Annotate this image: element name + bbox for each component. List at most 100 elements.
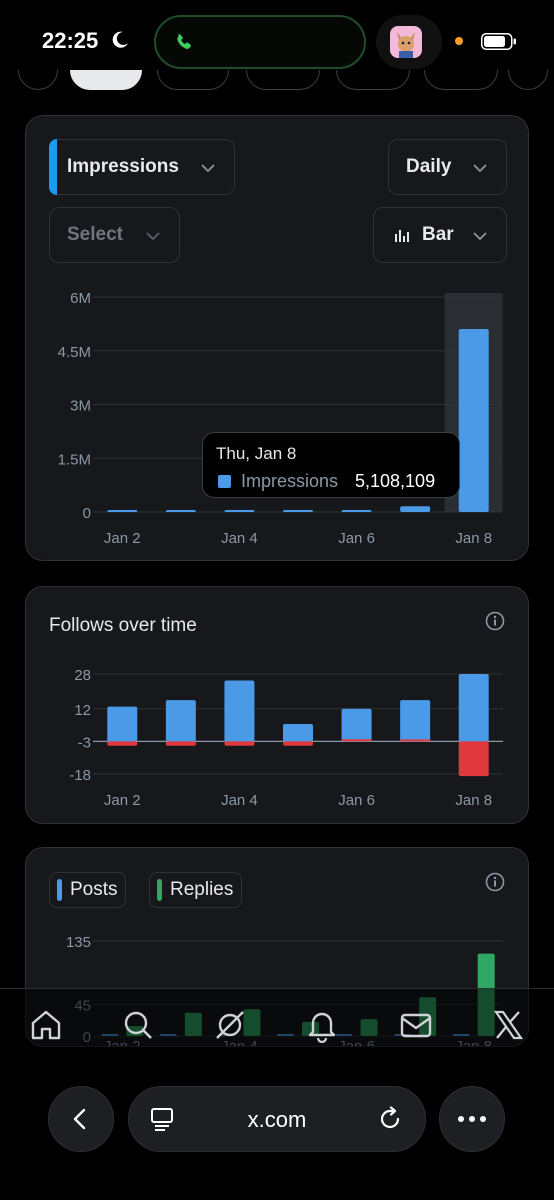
bar-series-1 <box>283 741 313 746</box>
y-tick-label: -18 <box>69 767 91 784</box>
bar-series-0 <box>458 674 489 742</box>
back-button[interactable] <box>48 1086 114 1152</box>
grok-tab[interactable] <box>212 1007 248 1043</box>
bottom-tab-bar <box>0 988 554 1064</box>
notifications-tab[interactable] <box>304 1007 340 1044</box>
metric-dropdown[interactable]: Impressions <box>49 139 235 195</box>
bar-series-0 <box>224 680 255 742</box>
x-tick-label: Jan 8 <box>455 792 492 809</box>
moon-icon <box>112 31 128 48</box>
chevron-down-icon <box>146 232 160 241</box>
y-tick-label: -3 <box>78 734 91 751</box>
legend-replies-swatch <box>157 879 162 901</box>
x-tick-label: Jan 4 <box>221 530 258 547</box>
chevron-left-icon <box>73 1108 86 1130</box>
legend-posts-swatch <box>57 879 62 901</box>
phone-icon <box>177 34 191 49</box>
tooltip-value: 5,108,109 <box>355 471 436 491</box>
y-tick-label: 6M <box>70 290 91 307</box>
bar-series-0 <box>341 708 372 742</box>
chevron-down-icon <box>473 164 487 173</box>
filter-chip[interactable] <box>508 70 548 90</box>
legend-posts-toggle[interactable]: Posts <box>49 872 126 908</box>
bar-series-1 <box>165 741 196 746</box>
bar-chart-icon <box>395 230 409 242</box>
reload-icon[interactable] <box>377 1106 403 1132</box>
x-tick-label: Jan 2 <box>104 792 141 809</box>
filter-chip[interactable] <box>157 70 229 90</box>
more-options-button[interactable] <box>439 1086 505 1152</box>
mail-icon <box>400 1013 432 1038</box>
legend-replies-label: Replies <box>170 879 234 900</box>
follows-chart[interactable]: 28 12 -3 -18 Jan 2 Jan 4 Jan 6 Jan 8 <box>26 587 530 825</box>
bar-series-0 <box>107 706 138 742</box>
legend-posts-label: Posts <box>70 879 118 900</box>
interval-dropdown-label: Daily <box>406 156 452 177</box>
x-tick-label: Jan 6 <box>338 792 375 809</box>
y-tick-label: 28 <box>74 667 91 684</box>
follows-card-title: Follows over time <box>49 615 197 636</box>
filter-chip-active[interactable] <box>70 70 142 90</box>
tooltip-date: Thu, Jan 8 <box>216 444 297 463</box>
filter-chip[interactable] <box>18 70 58 90</box>
y-tick-label: 135 <box>66 934 91 951</box>
messages-tab[interactable] <box>398 1007 434 1043</box>
impressions-card: Impressions Daily Select Bar 6M 4.5M 3M 1.5… <box>25 115 529 561</box>
metric-dropdown-label: Impressions <box>67 156 179 177</box>
follows-card: Follows over time 28 12 -3 -18 Jan 2 Jan 4 Jan… <box>25 586 529 824</box>
y-tick-label: 0 <box>83 505 91 522</box>
tooltip-series-label: Impressions <box>241 471 339 491</box>
interval-dropdown[interactable]: Daily <box>388 139 507 195</box>
bar-impressions <box>283 510 313 512</box>
x-tick-label: Jan 6 <box>338 530 375 547</box>
filter-chip[interactable] <box>336 70 410 90</box>
bar-series-1 <box>458 741 489 777</box>
browser-toolbar: x.com <box>0 1064 554 1200</box>
filter-chip[interactable] <box>246 70 320 90</box>
status-bar: 22:25 <box>0 0 554 80</box>
info-icon[interactable] <box>485 872 505 892</box>
bell-icon <box>308 1012 336 1044</box>
chevron-down-icon <box>201 164 215 173</box>
bar-series-1 <box>341 739 372 742</box>
address-bar[interactable]: x.com <box>128 1086 426 1152</box>
x-tick-label: Jan 8 <box>455 530 492 547</box>
chart-type-dropdown-label: Bar <box>422 224 454 245</box>
ellipsis-icon <box>458 1116 486 1122</box>
y-tick-label: 12 <box>74 702 91 719</box>
search-icon <box>124 1011 152 1039</box>
bar-impressions <box>400 506 431 512</box>
bar-series-0 <box>400 700 431 742</box>
info-icon[interactable] <box>485 611 505 631</box>
compare-dropdown[interactable]: Select <box>49 207 180 263</box>
reader-mode-icon[interactable] <box>151 1108 173 1132</box>
x-tick-label: Jan 2 <box>104 530 141 547</box>
active-call-pill[interactable] <box>154 15 366 69</box>
status-time: 22:25 <box>42 28 99 53</box>
home-tab[interactable] <box>28 1007 64 1043</box>
search-tab[interactable] <box>120 1007 156 1043</box>
battery-icon <box>481 33 516 50</box>
x-tick-label: Jan 4 <box>221 792 258 809</box>
avatar <box>390 26 422 58</box>
chart-type-dropdown[interactable]: Bar <box>373 207 507 263</box>
bar-series-0 <box>283 724 313 742</box>
compare-dropdown-label: Select <box>67 224 123 245</box>
y-tick-label: 4.5M <box>58 344 91 361</box>
legend-replies-toggle[interactable]: Replies <box>149 872 242 908</box>
metric-color-accent <box>49 139 57 195</box>
filter-chip[interactable] <box>424 70 498 90</box>
bar-impressions <box>458 328 489 512</box>
bar-impressions <box>107 510 138 512</box>
x-premium-tab[interactable] <box>490 1007 526 1043</box>
bar-impressions <box>165 510 196 512</box>
home-icon <box>31 1010 61 1040</box>
bar-impressions <box>224 510 255 512</box>
bar-series-0 <box>165 700 196 742</box>
bar-series-1 <box>107 741 138 746</box>
profile-pill[interactable] <box>376 15 442 69</box>
bar-impressions <box>341 510 372 512</box>
privacy-indicator-dot <box>455 37 463 45</box>
x-logo-icon <box>493 1010 524 1040</box>
url-text: x.com <box>247 1107 307 1132</box>
